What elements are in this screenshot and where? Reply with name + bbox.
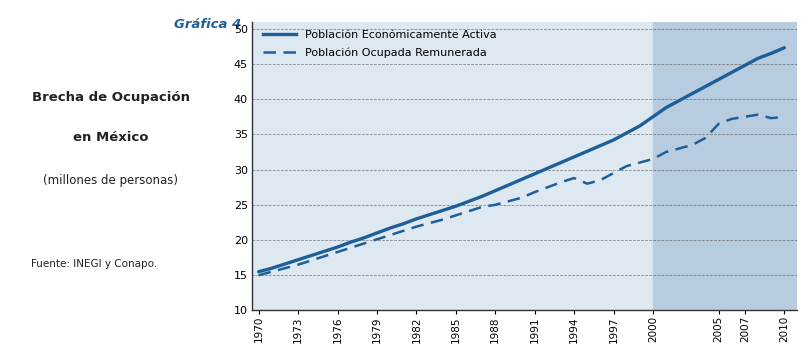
Población Ocupada Remunerada [319,254,329,258]
Población Económicamente Activa [254,270,263,274]
Text: (millones de personas): (millones de personas) [44,174,179,187]
Población Ocupada Remunerada [727,117,737,121]
Población Económicamente Activa [608,138,618,142]
Población Económicamente Activa [713,77,723,82]
Población Económicamente Activa [635,124,645,128]
Población Ocupada Remunerada [254,273,263,277]
Población Económicamente Activa [780,45,789,50]
Población Ocupada Remunerada [438,217,448,222]
Población Ocupada Remunerada [648,157,658,161]
Población Ocupada Remunerada [635,160,645,165]
Población Ocupada Remunerada [451,213,461,218]
Población Económicamente Activa [503,183,513,187]
Población Económicamente Activa [766,51,776,56]
Población Ocupada Remunerada [280,266,290,270]
Población Económicamente Activa [478,194,487,199]
Población Ocupada Remunerada [478,205,487,209]
Población Económicamente Activa [359,236,368,240]
Población Económicamente Activa [293,258,303,262]
Población Económicamente Activa [622,131,632,135]
Población Económicamente Activa [595,143,605,148]
Población Ocupada Remunerada [608,171,618,175]
Población Económicamente Activa [740,63,750,68]
Población Ocupada Remunerada [556,180,566,184]
Población Económicamente Activa [464,199,473,204]
Población Ocupada Remunerada [385,233,395,237]
Población Económicamente Activa [648,114,658,119]
Población Económicamente Activa [516,177,526,182]
Población Económicamente Activa [727,70,737,74]
Población Ocupada Remunerada [713,122,723,126]
Población Económicamente Activa [372,231,382,235]
Población Ocupada Remunerada [622,164,632,168]
Población Ocupada Remunerada [688,143,697,147]
Población Ocupada Remunerada [675,146,684,151]
Población Ocupada Remunerada [583,182,592,186]
Población Ocupada Remunerada [516,196,526,200]
Población Ocupada Remunerada [425,221,435,225]
Población Ocupada Remunerada [780,114,789,119]
Población Ocupada Remunerada [569,176,579,180]
Población Ocupada Remunerada [267,270,276,274]
Población Económicamente Activa [543,166,553,170]
Población Económicamente Activa [661,105,671,110]
Población Económicamente Activa [333,245,343,249]
Legend: Población Económicamente Activa, Población Ocupada Remunerada: Población Económicamente Activa, Poblaci… [263,30,497,58]
Población Ocupada Remunerada [490,203,500,207]
Población Ocupada Remunerada [398,229,408,233]
Población Económicamente Activa [451,204,461,208]
Población Ocupada Remunerada [661,150,671,154]
Población Ocupada Remunerada [464,209,473,213]
Población Económicamente Activa [411,217,421,221]
Bar [653,22,797,310]
Población Económicamente Activa [319,249,329,253]
Line: Población Ocupada Remunerada: Población Ocupada Remunerada [259,115,785,275]
Población Ocupada Remunerada [543,185,553,190]
Población Económicamente Activa [490,188,500,193]
Text: Brecha de Ocupación: Brecha de Ocupación [32,91,190,104]
Población Económicamente Activa [306,253,316,258]
Población Ocupada Remunerada [306,258,316,262]
Población Económicamente Activa [438,208,448,213]
Población Ocupada Remunerada [753,113,763,117]
Población Económicamente Activa [688,91,697,96]
Población Económicamente Activa [753,56,763,60]
Población Económicamente Activa [556,160,566,165]
Población Ocupada Remunerada [740,114,750,119]
Población Ocupada Remunerada [411,225,421,229]
Población Económicamente Activa [701,84,710,89]
Población Ocupada Remunerada [333,250,343,254]
Población Ocupada Remunerada [530,190,540,194]
Población Económicamente Activa [280,262,290,266]
Población Económicamente Activa [530,171,540,176]
Text: en México: en México [74,131,149,144]
Población Económicamente Activa [398,222,408,226]
Población Ocupada Remunerada [346,245,356,250]
Población Económicamente Activa [267,266,276,270]
Población Ocupada Remunerada [359,242,368,246]
Text: Fuente: INEGI y Conapo.: Fuente: INEGI y Conapo. [31,258,157,269]
Población Ocupada Remunerada [372,237,382,242]
Text: Gráfica 4: Gráfica 4 [175,18,242,31]
Población Económicamente Activa [346,240,356,244]
Población Económicamente Activa [583,149,592,153]
Población Económicamente Activa [425,213,435,217]
Población Ocupada Remunerada [595,178,605,182]
Población Económicamente Activa [569,155,579,159]
Población Económicamente Activa [675,99,684,103]
Población Ocupada Remunerada [503,199,513,204]
Población Ocupada Remunerada [293,262,303,267]
Población Económicamente Activa [385,226,395,230]
Población Ocupada Remunerada [766,116,776,120]
Población Ocupada Remunerada [701,136,710,140]
Line: Población Económicamente Activa: Población Económicamente Activa [259,48,785,272]
